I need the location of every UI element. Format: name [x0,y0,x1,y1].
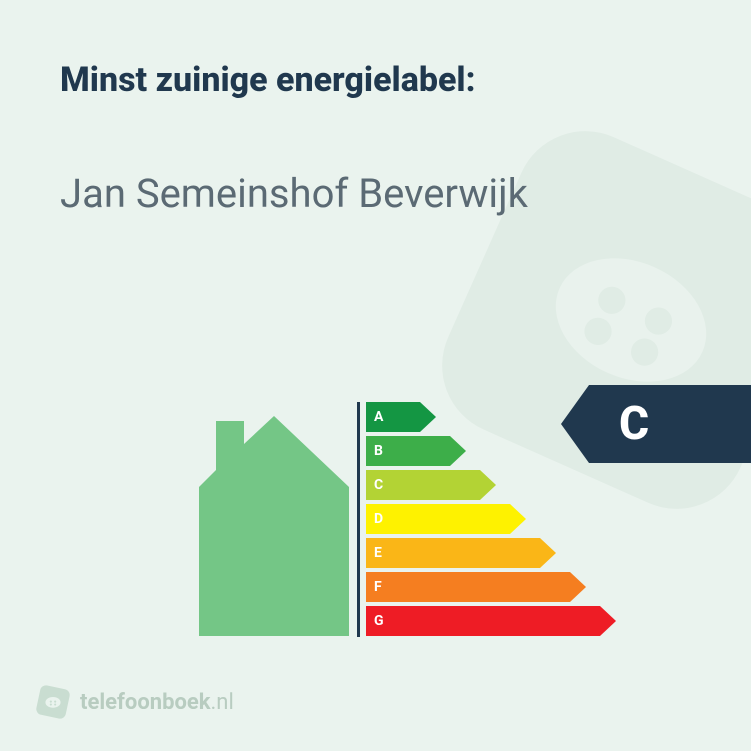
bar-label: E [374,538,382,568]
bar-g: G [366,606,616,636]
house-icon [174,401,354,641]
bar-e: E [366,538,616,568]
bar-row-d: D [366,504,616,534]
svg-text:C: C [619,397,649,451]
bar-label: C [374,470,383,500]
page-title: Minst zuinige energielabel: [60,60,476,100]
chart-separator [357,402,360,637]
bar-f: F [366,572,616,602]
footer-brand-thin: .nl [211,690,234,715]
footer-brand-bold: telefoonboek [80,690,211,715]
rating-badge: C [561,385,751,463]
bar-label: A [374,402,383,432]
bar-c: C [366,470,616,500]
bar-label: D [374,504,383,534]
bar-row-f: F [366,572,616,602]
bar-label: G [374,606,384,636]
bar-label: F [374,572,382,602]
bar-row-g: G [366,606,616,636]
bar-d: D [366,504,616,534]
bar-row-c: C [366,470,616,500]
bar-label: B [374,436,383,466]
footer-brand: telefoonboek.nl [80,690,234,715]
page-subtitle: Jan Semeinshof Beverwijk [60,170,528,217]
bar-row-e: E [366,538,616,568]
footer: telefoonboek.nl [38,687,234,717]
footer-logo-icon [35,684,71,720]
